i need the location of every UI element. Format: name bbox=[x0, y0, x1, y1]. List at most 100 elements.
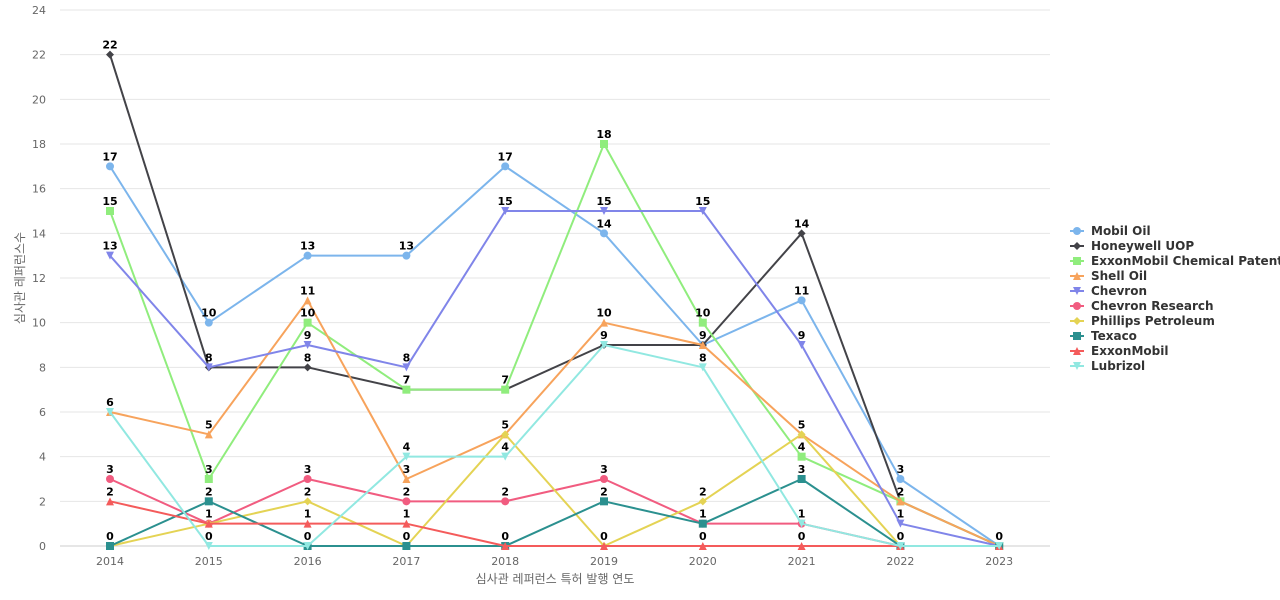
data-point bbox=[204, 542, 213, 550]
data-point bbox=[106, 408, 114, 416]
data-label: 8 bbox=[304, 351, 312, 364]
series-line bbox=[109, 433, 1000, 547]
legend-item[interactable]: ExxonMobil bbox=[1070, 344, 1168, 358]
data-point bbox=[204, 497, 213, 506]
data-point bbox=[797, 296, 806, 305]
data-point bbox=[204, 519, 213, 528]
legend-marker bbox=[1073, 347, 1081, 355]
x-tick-label: 2017 bbox=[392, 555, 420, 568]
data-point bbox=[106, 542, 114, 550]
y-tick-label: 12 bbox=[32, 272, 46, 285]
data-labels: 2217151363201085321013111098321013874321… bbox=[102, 39, 1003, 543]
data-point bbox=[501, 207, 510, 215]
legend-item[interactable]: Texaco bbox=[1070, 329, 1137, 343]
data-point bbox=[600, 341, 608, 349]
data-point bbox=[600, 318, 608, 327]
y-tick-label: 2 bbox=[39, 495, 46, 508]
legend-item[interactable]: Lubrizol bbox=[1070, 359, 1145, 373]
data-label: 2 bbox=[304, 485, 312, 498]
data-label: 14 bbox=[596, 217, 612, 230]
legend-label: Chevron bbox=[1091, 284, 1147, 298]
legend-label: Phillips Petroleum bbox=[1091, 314, 1215, 328]
data-point bbox=[797, 542, 806, 550]
data-point bbox=[106, 162, 114, 171]
y-tick-label: 10 bbox=[32, 317, 46, 330]
legend-item[interactable]: Mobil Oil bbox=[1070, 224, 1151, 238]
data-label: 10 bbox=[596, 307, 612, 320]
legend-item[interactable]: Shell Oil bbox=[1070, 269, 1147, 283]
series-line bbox=[109, 165, 1000, 547]
data-point bbox=[501, 430, 510, 439]
data-label: 11 bbox=[300, 284, 315, 297]
data-point bbox=[402, 519, 411, 528]
legend-item[interactable]: Chevron bbox=[1070, 284, 1147, 298]
legend-marker bbox=[1073, 362, 1081, 370]
x-tick-label: 2016 bbox=[294, 555, 322, 568]
data-point bbox=[402, 542, 411, 550]
data-point bbox=[501, 497, 510, 506]
data-point bbox=[204, 430, 213, 439]
series-9 bbox=[106, 341, 1004, 550]
data-label: 10 bbox=[695, 307, 711, 320]
data-label: 3 bbox=[403, 463, 411, 476]
data-label: 0 bbox=[403, 530, 411, 543]
data-point bbox=[501, 452, 510, 461]
data-label: 13 bbox=[399, 240, 414, 253]
legend-item[interactable]: Phillips Petroleum bbox=[1070, 314, 1215, 328]
legend-item[interactable]: ExxonMobil Chemical Patents bbox=[1070, 254, 1280, 268]
data-label: 2 bbox=[106, 485, 114, 498]
data-label: 3 bbox=[205, 463, 213, 476]
data-point bbox=[797, 341, 806, 349]
series-0 bbox=[106, 162, 1004, 550]
data-point bbox=[303, 318, 312, 327]
legend-item[interactable]: Honeywell UOP bbox=[1070, 239, 1194, 253]
data-label: 10 bbox=[300, 307, 316, 320]
series-4 bbox=[106, 207, 1004, 550]
data-point bbox=[698, 341, 707, 349]
data-label: 9 bbox=[600, 329, 608, 342]
data-label: 2 bbox=[205, 485, 213, 498]
data-point bbox=[797, 475, 806, 483]
data-point bbox=[995, 542, 1004, 550]
data-point bbox=[303, 542, 312, 550]
y-tick-label: 22 bbox=[32, 49, 46, 62]
legend-label: Chevron Research bbox=[1091, 299, 1214, 313]
data-label: 1 bbox=[897, 508, 905, 521]
data-label: 1 bbox=[699, 508, 707, 521]
data-label: 15 bbox=[498, 195, 513, 208]
data-label: 6 bbox=[106, 396, 114, 409]
data-point bbox=[303, 475, 312, 483]
data-label: 15 bbox=[695, 195, 710, 208]
y-tick-label: 6 bbox=[39, 406, 46, 419]
data-label: 13 bbox=[102, 240, 117, 253]
data-point bbox=[204, 475, 213, 483]
data-label: 9 bbox=[304, 329, 312, 342]
series-line bbox=[109, 500, 1000, 547]
legend-label: Shell Oil bbox=[1091, 269, 1147, 283]
data-point bbox=[698, 363, 707, 372]
data-label: 0 bbox=[600, 530, 608, 543]
data-label: 0 bbox=[205, 530, 213, 543]
data-label: 1 bbox=[798, 508, 806, 521]
data-label: 3 bbox=[897, 463, 905, 476]
data-label: 11 bbox=[794, 284, 809, 297]
data-point bbox=[303, 519, 312, 528]
data-label: 10 bbox=[201, 307, 217, 320]
data-point bbox=[402, 385, 411, 394]
data-point bbox=[106, 497, 114, 506]
data-label: 5 bbox=[798, 418, 806, 431]
legend-item[interactable]: Chevron Research bbox=[1070, 299, 1214, 313]
data-label: 0 bbox=[304, 530, 312, 543]
data-label: 8 bbox=[699, 351, 707, 364]
data-label: 0 bbox=[897, 530, 905, 543]
series-line bbox=[109, 210, 1000, 547]
series-8 bbox=[106, 497, 1004, 550]
data-label: 5 bbox=[501, 418, 509, 431]
y-axis-title: 심사관 레퍼런스수 bbox=[13, 232, 27, 324]
data-point bbox=[896, 475, 905, 483]
data-label: 1 bbox=[304, 508, 312, 521]
x-tick-label: 2018 bbox=[491, 555, 519, 568]
data-label: 3 bbox=[798, 463, 806, 476]
data-label: 1 bbox=[205, 508, 213, 521]
